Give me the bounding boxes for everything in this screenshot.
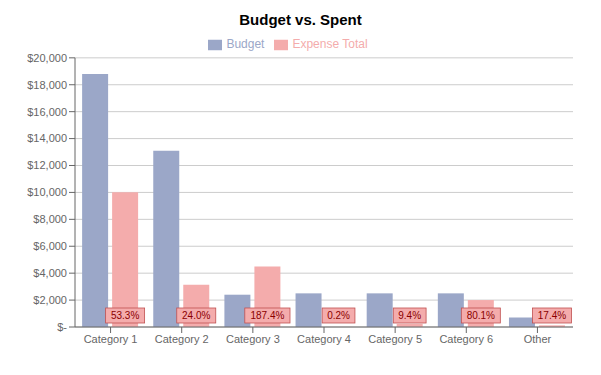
svg-text:80.1%: 80.1%: [467, 310, 495, 321]
html-text:Budget vs. Spent: Budget vs. Spent: [239, 11, 362, 28]
svg-text:Category 5: Category 5: [368, 333, 422, 345]
svg-text:$10,000: $10,000: [27, 186, 67, 198]
svg-text:Category 6: Category 6: [439, 333, 493, 345]
svg-text:Category 1: Category 1: [84, 333, 138, 345]
svg-text:$16,000: $16,000: [27, 106, 67, 118]
svg-text:Category 4: Category 4: [297, 333, 351, 345]
svg-text:Category 2: Category 2: [155, 333, 209, 345]
svg-text:$20,000: $20,000: [27, 52, 67, 64]
svg-text:0.2%: 0.2%: [327, 310, 350, 321]
svg-text:$6,000: $6,000: [33, 240, 67, 252]
svg-text:24.0%: 24.0%: [182, 310, 210, 321]
svg-text:$18,000: $18,000: [27, 79, 67, 91]
svg-text:$2,000: $2,000: [33, 294, 67, 306]
html-text:Budget: Budget: [226, 37, 265, 51]
svg-text:Other: Other: [524, 333, 552, 345]
svg-text:$12,000: $12,000: [27, 159, 67, 171]
svg-text:$4,000: $4,000: [33, 267, 67, 279]
svg-text:$-: $-: [57, 321, 67, 333]
svg-text:187.4%: 187.4%: [250, 310, 284, 321]
svg-text:$8,000: $8,000: [33, 213, 67, 225]
svg-text:17.4%: 17.4%: [538, 310, 566, 321]
html-text:Expense Total: Expense Total: [292, 37, 368, 51]
svg-text:9.4%: 9.4%: [398, 310, 421, 321]
svg-text:$14,000: $14,000: [27, 132, 67, 144]
svg-text:Category 3: Category 3: [226, 333, 280, 345]
svg-text:53.3%: 53.3%: [111, 310, 139, 321]
